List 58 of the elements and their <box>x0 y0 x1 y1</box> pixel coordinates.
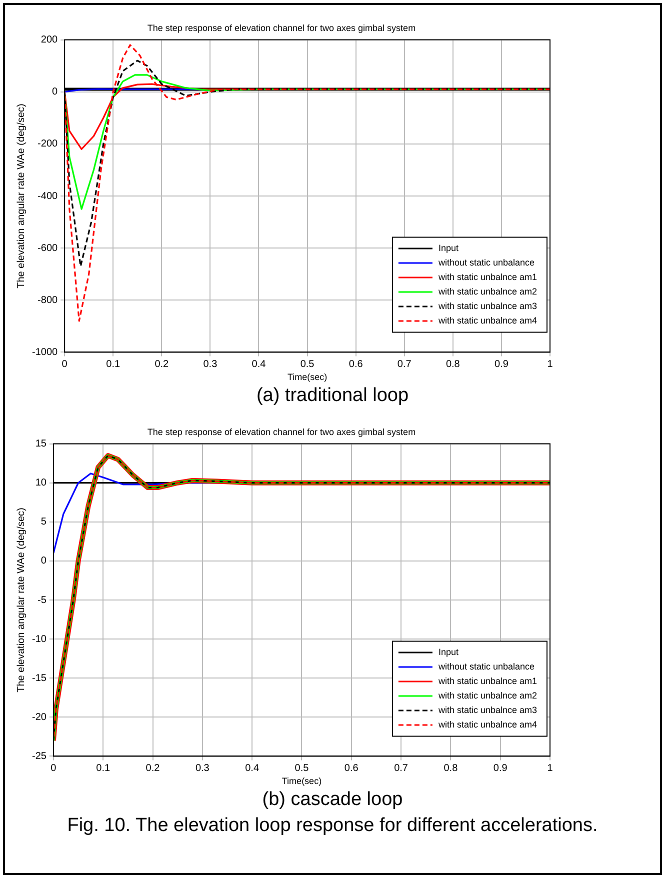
x-tick-label: 1 <box>547 762 554 774</box>
x-tick-label: 0 <box>62 358 68 370</box>
legend-label: with static unbalnce am3 <box>437 704 538 715</box>
legend-label: with static unbalnce am2 <box>437 690 538 700</box>
legend-label: Input <box>438 646 459 657</box>
x-tick-label: 0.3 <box>203 358 218 370</box>
legend-label: with static unbalnce am4 <box>437 315 538 326</box>
y-axis-title: The elevation angular rate WAe (deg/sec) <box>16 508 27 692</box>
y-tick-label: 5 <box>40 516 47 528</box>
y-tick-label: -5 <box>38 594 47 606</box>
y-tick-label: -800 <box>38 294 58 306</box>
chart-title: The step response of elevation channel for two axes gimbal system <box>147 22 416 33</box>
x-tick-label: 0.4 <box>245 762 260 774</box>
y-tick-label: -15 <box>32 672 47 684</box>
x-axis-title: Time(sec) <box>282 776 322 786</box>
chart-title: The step response of elevation channel for two axes gimbal system <box>147 426 416 437</box>
x-tick-label: 0.6 <box>348 358 364 370</box>
y-tick-label: 200 <box>40 34 58 46</box>
y-tick-label: -25 <box>32 750 47 762</box>
x-tick-label: 0.4 <box>252 358 266 370</box>
y-tick-label: 0 <box>52 86 58 98</box>
y-tick-label: 0 <box>40 556 47 567</box>
legend-label: without static unbalance <box>437 661 535 672</box>
x-tick-label: 0.7 <box>397 358 412 370</box>
x-tick-label: 0.3 <box>195 762 210 774</box>
y-tick-label: -600 <box>38 242 58 254</box>
x-tick-label: 0.2 <box>146 762 160 774</box>
y-tick-label: -1000 <box>32 346 58 358</box>
y-tick-label: -20 <box>32 712 47 723</box>
y-tick-label: -400 <box>38 190 58 202</box>
x-tick-label: 1 <box>547 358 554 370</box>
legend-label: with static unbalnce am1 <box>437 272 538 282</box>
legend-label: with static unbalnce am2 <box>437 286 538 296</box>
x-tick-label: 0.2 <box>154 358 170 370</box>
y-tick-label: 15 <box>35 438 47 450</box>
legend-label: with static unbalnce am3 <box>437 300 538 311</box>
x-tick-label: 0.8 <box>444 762 458 774</box>
x-tick-label: 0.5 <box>300 358 315 370</box>
y-tick-label: -200 <box>38 138 58 150</box>
x-tick-label: 0.1 <box>96 762 110 774</box>
legend-label: with static unbalnce am1 <box>437 676 538 686</box>
x-tick-label: 0.1 <box>106 358 121 370</box>
y-tick-label: 10 <box>35 478 47 489</box>
legend-label: Input <box>438 242 459 253</box>
x-tick-label: 0.7 <box>394 762 408 774</box>
x-tick-label: 0.9 <box>493 762 508 774</box>
x-tick-label: 0.8 <box>446 358 460 370</box>
text: (b) cascade loop <box>261 788 404 812</box>
y-tick-label: -10 <box>32 634 47 645</box>
x-tick-label: 0.9 <box>494 358 509 370</box>
legend-label: without static unbalance <box>437 257 535 268</box>
text: (a) traditional loop <box>255 384 410 408</box>
x-tick-label: 0.6 <box>344 762 359 774</box>
x-axis-title: Time(sec) <box>287 372 328 382</box>
caption: Fig. 10. The elevation loop response for different accelerations. <box>66 814 599 838</box>
x-tick-label: 0.5 <box>294 762 310 774</box>
legend-label: with static unbalnce am4 <box>437 719 538 730</box>
y-axis-title: The elevation angular rate WAe (deg/sec) <box>16 104 27 288</box>
